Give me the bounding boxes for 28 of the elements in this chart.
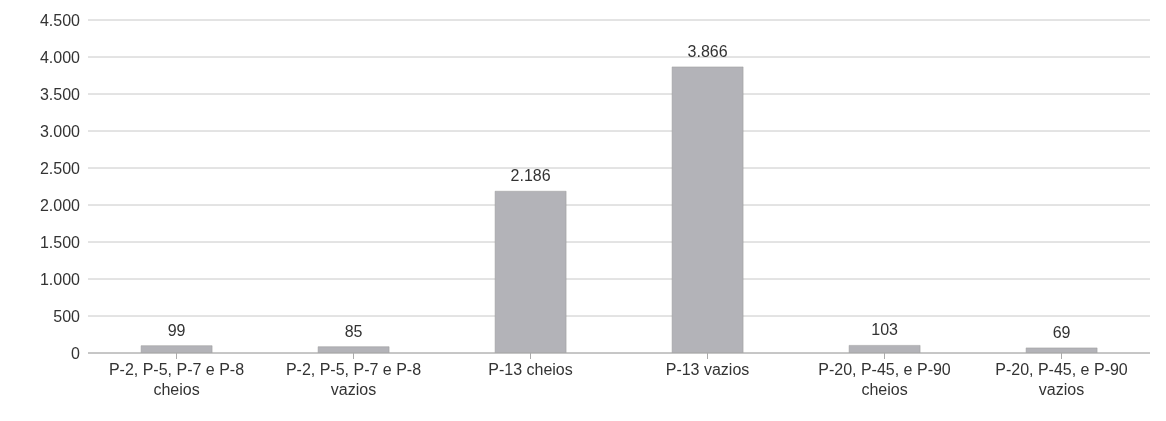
y-tick-label: 500 — [53, 307, 81, 325]
data-label: 103 — [871, 321, 899, 339]
x-tick-label: P-20, P-45, e P-90 cheios — [818, 361, 951, 398]
data-label: 99 — [167, 321, 186, 339]
x-tick-label: P-20, P-45, e P-90 vazios — [995, 361, 1128, 398]
bar — [494, 190, 567, 353]
y-tick-label: 0 — [71, 344, 81, 362]
data-label: 85 — [344, 322, 363, 340]
x-tick-label: P-2, P-5, P-7 e P-8 vazios — [285, 361, 422, 398]
bar — [671, 66, 744, 353]
y-tick-label: 3.000 — [39, 122, 81, 140]
x-tick-label: P-13 cheios — [488, 361, 573, 378]
y-tick-label: 2.500 — [39, 159, 81, 177]
y-tick-label: 1.500 — [39, 233, 81, 251]
y-tick-label: 4.500 — [39, 11, 81, 29]
y-tick-label: 4.000 — [39, 48, 81, 66]
data-label: 69 — [1052, 323, 1071, 341]
bar — [1025, 347, 1098, 353]
bar — [317, 346, 390, 353]
y-tick-label: 2.000 — [39, 196, 81, 214]
data-label: 2.186 — [510, 167, 551, 185]
bar — [848, 345, 921, 353]
y-tick-label: 1.000 — [39, 270, 81, 288]
x-tick-label: P-2, P-5, P-7 e P-8 cheios — [108, 361, 245, 398]
bar — [140, 345, 213, 353]
y-tick-label: 3.500 — [39, 85, 81, 103]
data-label: 3.866 — [687, 42, 728, 60]
x-tick-label: P-13 vazios — [665, 361, 750, 378]
